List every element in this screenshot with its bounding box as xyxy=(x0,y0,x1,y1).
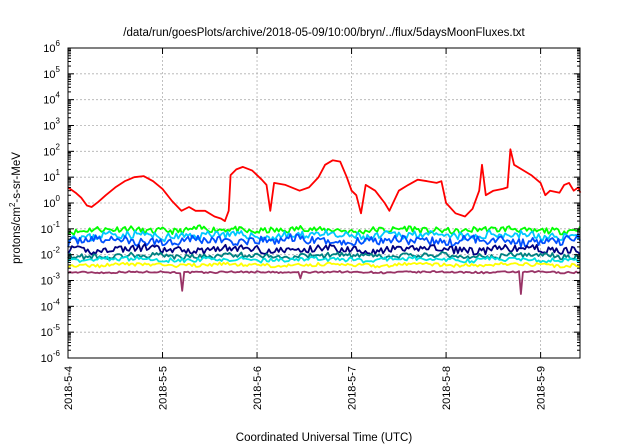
grid-lines xyxy=(68,48,580,358)
y-tick-label: 10-4 xyxy=(41,297,61,313)
y-tick-label: 10-5 xyxy=(41,323,61,339)
chart-title: /data/run/goesPlots/archive/2018-05-09/1… xyxy=(123,27,525,39)
series-line-2 xyxy=(67,229,581,243)
series-line-8 xyxy=(67,270,581,295)
y-axis-label-sup: 2 xyxy=(8,202,17,207)
y-tick-label: 104 xyxy=(43,91,60,107)
y-tick-label: 10-2 xyxy=(41,246,61,262)
x-tick-label: 2018-5-7 xyxy=(347,366,359,410)
series-line-1 xyxy=(67,224,581,236)
series-group xyxy=(67,148,582,295)
x-tick-label: 2018-5-4 xyxy=(63,366,75,410)
x-axis-label: Coordinated Universal Time (UTC) xyxy=(236,432,413,444)
y-axis-label-rest: -s-sr-MeV xyxy=(11,152,23,203)
series-line-3 xyxy=(67,233,581,248)
y-tick-label: 10-3 xyxy=(41,272,61,288)
x-axis-ticks: 2018-5-4 2018-5-5 2018-5-6 2018-5-7 2018-5-8… xyxy=(63,48,548,410)
y-axis-label: protons/cm2-s-sr-MeV xyxy=(8,152,23,264)
y-axis-label-main: protons/cm xyxy=(11,207,23,264)
y-tick-label: 106 xyxy=(43,39,60,55)
y-tick-label: 10-1 xyxy=(41,220,61,236)
y-tick-label: 103 xyxy=(43,117,60,133)
x-tick-label: 2018-5-8 xyxy=(441,366,453,410)
y-tick-label: 100 xyxy=(43,194,60,210)
x-tick-label: 2018-5-6 xyxy=(252,366,264,410)
y-tick-label: 101 xyxy=(43,168,60,184)
series-line-6 xyxy=(67,255,581,264)
y-tick-label: 105 xyxy=(43,65,60,81)
series-line-7 xyxy=(67,261,581,269)
x-tick-label: 2018-5-9 xyxy=(536,366,548,410)
y-tick-label: 10-6 xyxy=(41,349,61,365)
y-tick-label: 102 xyxy=(43,142,60,158)
x-tick-label: 2018-5-5 xyxy=(158,366,170,410)
series-line-0 xyxy=(67,148,582,222)
y-axis-ticks: 10-6 10-5 10-4 10-3 10-2 10-1 100 101 102 103 104 1… xyxy=(41,39,580,365)
series-line-4 xyxy=(67,243,581,256)
